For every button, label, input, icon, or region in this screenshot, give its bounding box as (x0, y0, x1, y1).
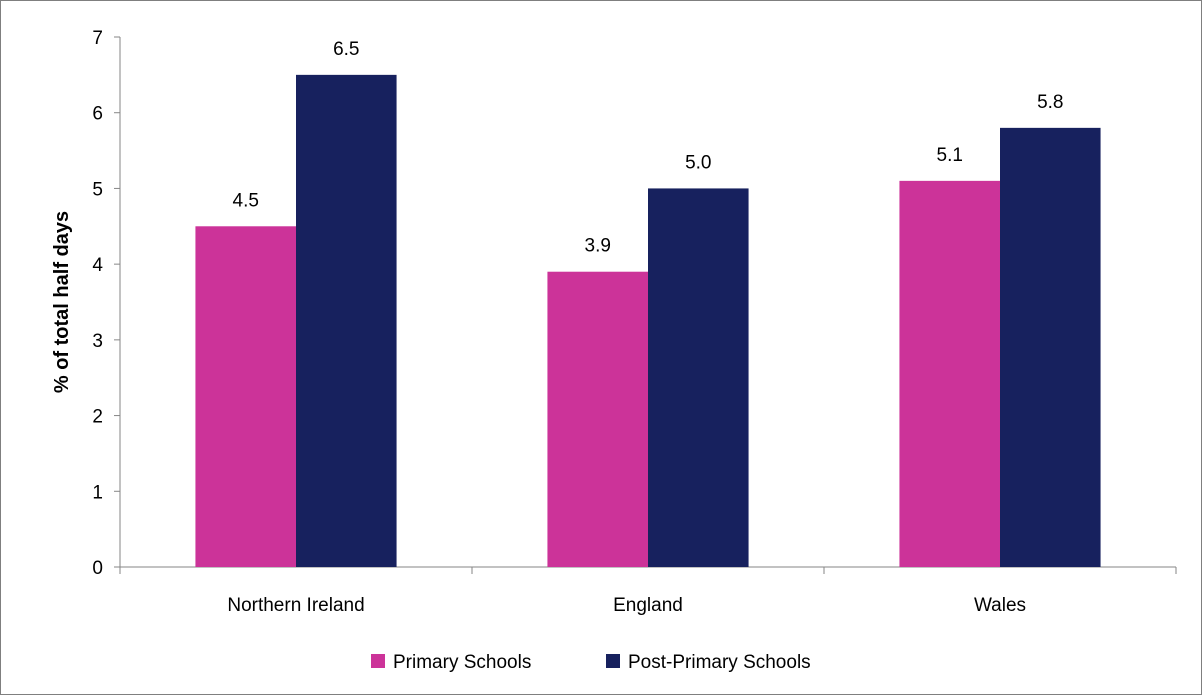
y-tick-label: 3 (92, 331, 103, 352)
bar (195, 226, 296, 568)
x-tick-label: Northern Ireland (227, 595, 364, 616)
bar (648, 188, 749, 567)
data-label: 5.1 (937, 145, 963, 166)
data-label: 4.5 (233, 190, 259, 211)
y-tick-label: 2 (92, 407, 103, 428)
legend-label: Post-Primary Schools (628, 652, 811, 673)
bar (547, 271, 648, 567)
data-labels: 4.5 3.9 5.1 6.5 5.0 5.8 (233, 39, 1064, 257)
x-tick-label: England (613, 595, 683, 616)
legend-label: Primary Schools (393, 652, 531, 673)
legend-swatch (606, 654, 620, 668)
bar (1000, 127, 1101, 567)
y-axis: 0 1 2 3 4 5 6 7 (92, 28, 121, 579)
legend: Primary Schools Post-Primary Schools (371, 652, 811, 673)
data-label: 5.0 (685, 152, 711, 173)
bar (899, 180, 1000, 567)
y-tick-label: 1 (92, 482, 103, 503)
data-label: 5.8 (1037, 92, 1063, 113)
legend-swatch (371, 654, 385, 668)
data-label: 3.9 (585, 236, 611, 257)
y-tick-label: 4 (92, 255, 103, 276)
bar (296, 74, 397, 567)
data-label: 6.5 (333, 39, 359, 60)
y-axis-title: % of total half days (51, 211, 73, 393)
y-tick-label: 0 (92, 558, 103, 579)
bars (195, 74, 1101, 568)
x-tick-label: Wales (974, 595, 1026, 616)
y-tick-label: 7 (92, 28, 103, 49)
y-tick-label: 6 (92, 104, 103, 125)
y-tick-label: 5 (92, 179, 103, 200)
